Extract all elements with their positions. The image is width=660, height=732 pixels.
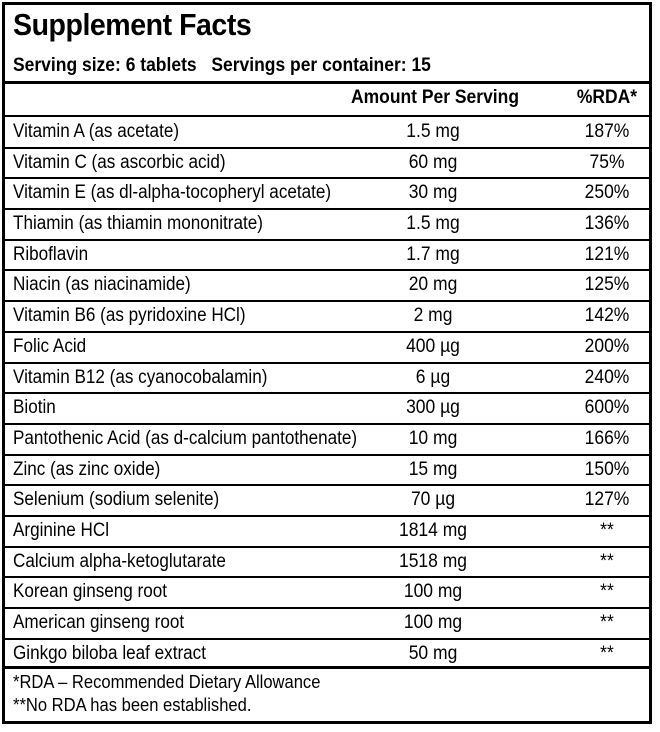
table-row: Vitamin A (as acetate) 1.5 mg 187% (5, 118, 649, 149)
table-row: American ginseng root 100 mg ** (5, 609, 649, 640)
nutrient-name: Arginine HCl (13, 519, 109, 541)
nutrient-amount: 1.5 mg (406, 121, 460, 142)
nutrient-rda: 136% (584, 213, 630, 235)
table-row: Thiamin (as thiamin mononitrate) 1.5 mg 13… (5, 210, 649, 241)
nutrient-amount: 20 mg (408, 274, 458, 296)
table-row: Korean ginseng root 100 mg ** (5, 578, 649, 609)
nutrient-rda: 200% (584, 335, 630, 357)
table-row: Vitamin B6 (as pyridoxine HCl) 2 mg 142% (5, 302, 649, 333)
nutrient-table: Vitamin A (as acetate) 1.5 mg 187% Vitamin … (5, 118, 649, 670)
table-row: Selenium (sodium selenite) 70 µg 127% (5, 486, 649, 517)
nutrient-name: Calcium alpha-ketoglutarate (13, 550, 226, 572)
footnote-rda: *RDA – Recommended Dietary Allowance (13, 672, 321, 692)
table-row: Zinc (as zinc oxide) 15 mg 150% (5, 456, 649, 487)
nutrient-name: Thiamin (as thiamin mononitrate) (13, 213, 263, 235)
nutrient-amount: 70 µg (410, 489, 456, 511)
table-row: Pantothenic Acid (as d-calcium pantothen… (5, 425, 649, 456)
rda-header: %RDA* (576, 87, 638, 108)
nutrient-rda: ** (600, 612, 614, 633)
table-row: Ginkgo biloba leaf extract 50 mg ** (5, 640, 649, 671)
servings-per-container: Servings per container: 15 (211, 55, 431, 76)
nutrient-name: Vitamin B6 (as pyridoxine HCl) (13, 305, 246, 327)
serving-size: Serving size: 6 tablets (13, 55, 197, 76)
nutrient-rda: 142% (584, 305, 630, 327)
nutrient-name: Selenium (sodium selenite) (13, 489, 220, 511)
nutrient-name: Vitamin E (as dl-alpha-tocopheryl acetat… (13, 182, 332, 204)
nutrient-name: Zinc (as zinc oxide) (13, 458, 161, 480)
footnotes: *RDA – Recommended Dietary Allowance **N… (13, 671, 320, 717)
nutrient-amount: 2 mg (413, 305, 453, 327)
nutrient-name: Pantothenic Acid (as d-calcium pantothen… (13, 427, 358, 449)
nutrient-amount: 6 µg (415, 366, 451, 388)
nutrient-amount: 1.5 mg (406, 213, 460, 235)
nutrient-rda: 75% (589, 151, 625, 173)
table-row: Calcium alpha-ketoglutarate 1518 mg ** (5, 548, 649, 579)
supplement-facts-panel: Supplement Facts Serving size: 6 tablets… (2, 2, 652, 724)
table-row: Biotin 300 µg 600% (5, 394, 649, 425)
nutrient-rda: ** (600, 519, 614, 541)
nutrient-amount: 30 mg (408, 182, 458, 204)
panel-title: Supplement Facts (13, 7, 252, 42)
nutrient-amount: 1.7 mg (406, 243, 460, 265)
nutrient-rda: 166% (584, 427, 630, 449)
nutrient-rda: ** (600, 642, 614, 664)
nutrient-name: Vitamin A (as acetate) (13, 121, 180, 142)
nutrient-name: Ginkgo biloba leaf extract (13, 642, 206, 664)
table-row: Folic Acid 400 µg 200% (5, 333, 649, 364)
footnote-no-rda: **No RDA has been established. (13, 695, 252, 715)
nutrient-rda: 600% (584, 397, 630, 419)
nutrient-amount: 50 mg (408, 642, 458, 664)
nutrient-rda: ** (600, 550, 614, 572)
nutrient-rda: 150% (584, 458, 630, 480)
table-row: Vitamin C (as ascorbic acid) 60 mg 75% (5, 149, 649, 180)
table-row: Vitamin E (as dl-alpha-tocopheryl acetat… (5, 179, 649, 211)
table-row: Riboflavin 1.7 mg 121% (5, 241, 649, 272)
nutrient-name: Vitamin C (as ascorbic acid) (13, 151, 226, 173)
nutrient-name: Folic Acid (13, 335, 87, 357)
nutrient-rda: 125% (584, 274, 630, 296)
nutrient-name: Niacin (as niacinamide) (13, 274, 191, 296)
nutrient-amount: 15 mg (408, 458, 458, 480)
nutrient-rda: 121% (584, 243, 630, 265)
nutrient-name: American ginseng root (13, 612, 185, 633)
nutrient-amount: 100 mg (403, 612, 463, 633)
table-row: Arginine HCl 1814 mg ** (5, 517, 649, 548)
amount-header: Amount Per Serving (350, 87, 520, 108)
nutrient-amount: 400 µg (406, 335, 460, 357)
column-header-divider (5, 115, 649, 117)
nutrient-rda: 127% (584, 489, 630, 511)
nutrient-rda: 240% (584, 366, 630, 388)
nutrient-rda: 187% (584, 121, 630, 142)
nutrient-amount: 60 mg (408, 151, 458, 173)
nutrient-name: Biotin (13, 397, 56, 419)
table-row: Niacin (as niacinamide) 20 mg 125% (5, 271, 649, 303)
table-row: Vitamin B12 (as cyanocobalamin) 6 µg 240% (5, 364, 649, 395)
nutrient-name: Riboflavin (13, 243, 89, 265)
nutrient-rda: 250% (584, 182, 630, 204)
serving-info: Serving size: 6 tablets Servings per cont… (13, 55, 431, 77)
nutrient-amount: 1518 mg (398, 550, 468, 572)
nutrient-amount: 1814 mg (398, 519, 468, 541)
header-divider (5, 81, 649, 84)
nutrient-amount: 10 mg (408, 427, 458, 449)
nutrient-amount: 100 mg (403, 581, 463, 603)
nutrient-name: Vitamin B12 (as cyanocobalamin) (13, 366, 268, 388)
nutrient-name: Korean ginseng root (13, 581, 168, 603)
nutrient-amount: 300 µg (406, 397, 460, 419)
footnote-divider (5, 666, 649, 669)
nutrient-rda: ** (600, 581, 614, 603)
